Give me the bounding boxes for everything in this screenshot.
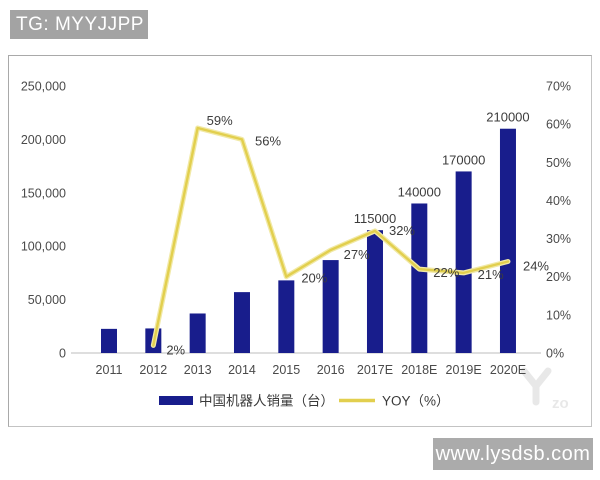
- svg-text:20%: 20%: [301, 271, 327, 286]
- watermark-logo: zo: [520, 367, 569, 412]
- robot-sales-chart: 0 50,000 100,000 150,000 200,000 250,000 0% 10%…: [21, 80, 571, 413]
- svg-text:56%: 56%: [255, 133, 281, 148]
- svg-text:210000: 210000: [486, 110, 529, 125]
- bar-2013: [189, 313, 206, 353]
- right-axis-ticks: 0% 10% 20% 30% 40% 50% 60% 70%: [546, 80, 571, 361]
- svg-text:250,000: 250,000: [21, 80, 66, 94]
- bar-2019E: [455, 171, 472, 353]
- bottom-url-text: www.lysdsb.com: [435, 442, 591, 465]
- svg-text:zo: zo: [552, 395, 569, 412]
- legend-bar-label: 中国机器人销量（台）: [199, 394, 334, 409]
- sales-bars: [101, 128, 516, 353]
- bar-2018E: [411, 203, 428, 353]
- svg-text:170000: 170000: [442, 152, 485, 167]
- svg-text:21%: 21%: [478, 267, 504, 282]
- svg-text:50,000: 50,000: [28, 293, 66, 307]
- svg-text:2016: 2016: [317, 363, 345, 377]
- svg-text:200,000: 200,000: [21, 133, 66, 147]
- svg-text:2%: 2%: [166, 342, 185, 357]
- svg-text:2017E: 2017E: [357, 363, 393, 377]
- svg-text:115000: 115000: [354, 211, 396, 226]
- svg-text:10%: 10%: [546, 308, 571, 322]
- top-watermark-badge: TG: MYYJJPP: [10, 10, 148, 39]
- bar-2016: [322, 260, 339, 353]
- legend-line-label: YOY（%）: [382, 394, 450, 409]
- svg-text:0: 0: [59, 347, 66, 361]
- bar-2015: [278, 280, 295, 353]
- svg-text:20%: 20%: [546, 270, 571, 284]
- svg-text:2012: 2012: [139, 363, 167, 377]
- svg-text:30%: 30%: [546, 232, 571, 246]
- svg-text:2015: 2015: [272, 363, 300, 377]
- svg-text:60%: 60%: [546, 118, 571, 132]
- svg-text:32%: 32%: [389, 223, 415, 238]
- yoy-point-labels: 2% 59% 56% 20% 27% 32% 22% 21% 24%: [166, 113, 549, 357]
- svg-text:140000: 140000: [398, 184, 441, 199]
- svg-text:70%: 70%: [546, 80, 571, 94]
- bar-2011: [101, 328, 117, 353]
- svg-text:2011: 2011: [96, 363, 123, 377]
- svg-text:2019E: 2019E: [446, 363, 482, 377]
- legend-bar-swatch: [159, 396, 193, 405]
- svg-text:27%: 27%: [344, 247, 370, 262]
- svg-text:59%: 59%: [207, 113, 233, 128]
- robot-sales-chart-frame: 0 50,000 100,000 150,000 200,000 250,000 0% 10%…: [8, 55, 592, 427]
- svg-text:2020E: 2020E: [490, 363, 526, 377]
- bar-2017E: [366, 230, 383, 353]
- bottom-url-badge: www.lysdsb.com: [433, 438, 593, 470]
- svg-text:40%: 40%: [546, 194, 571, 208]
- bar-2020E: [499, 128, 516, 353]
- svg-text:100,000: 100,000: [21, 240, 66, 254]
- yoy-line: [152, 126, 510, 347]
- svg-text:2018E: 2018E: [401, 363, 437, 377]
- bar-2014: [233, 292, 250, 353]
- legend: 中国机器人销量（台） YOY（%）: [159, 394, 450, 409]
- svg-text:0%: 0%: [546, 347, 564, 361]
- left-axis-ticks: 0 50,000 100,000 150,000 200,000 250,000: [21, 80, 66, 361]
- svg-text:2014: 2014: [228, 363, 256, 377]
- svg-text:24%: 24%: [523, 258, 549, 273]
- svg-text:150,000: 150,000: [21, 186, 66, 200]
- svg-text:22%: 22%: [433, 265, 459, 280]
- svg-text:50%: 50%: [546, 156, 571, 170]
- top-watermark-text: TG: MYYJJPP: [16, 13, 144, 35]
- svg-text:2013: 2013: [184, 363, 212, 377]
- x-axis-labels: 2011 2012 2013 2014 2015 2016 2017E 2018E 2019E 2…: [96, 363, 526, 377]
